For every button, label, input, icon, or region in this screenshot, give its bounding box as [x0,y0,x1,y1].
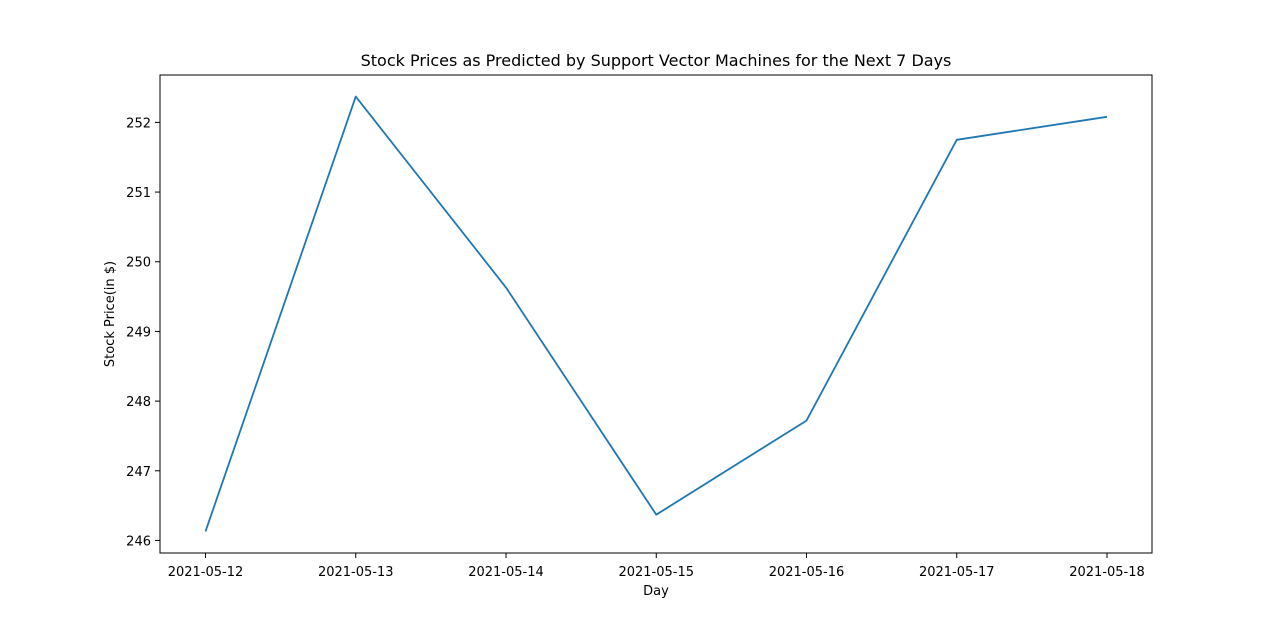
x-tick-label: 2021-05-17 [919,565,995,580]
chart-title: Stock Prices as Predicted by Support Vec… [361,51,952,70]
x-tick-label: 2021-05-18 [1069,565,1145,580]
y-tick-label: 250 [126,256,151,271]
plot-frame [159,74,1153,554]
plot-area: 2021-05-12 2021-05-13 2021-05-14 2021-05-15… [126,74,1153,580]
y-tick-label: 251 [126,186,151,201]
x-tick-label: 2021-05-13 [318,565,394,580]
y-tick-label: 247 [126,465,151,480]
y-tick-label: 252 [126,116,151,131]
y-tick-label: 248 [126,395,151,410]
y-tick-label: 249 [126,325,151,340]
x-tick-label: 2021-05-12 [168,565,244,580]
x-tick-label: 2021-05-14 [468,565,544,580]
x-tick-label: 2021-05-16 [769,565,845,580]
x-tick-label: 2021-05-15 [618,565,694,580]
y-axis-label: Stock Price(in $) [103,261,118,367]
series-line [204,95,1108,532]
y-tick-label: 246 [126,534,151,549]
x-axis-label: Day [643,584,669,599]
